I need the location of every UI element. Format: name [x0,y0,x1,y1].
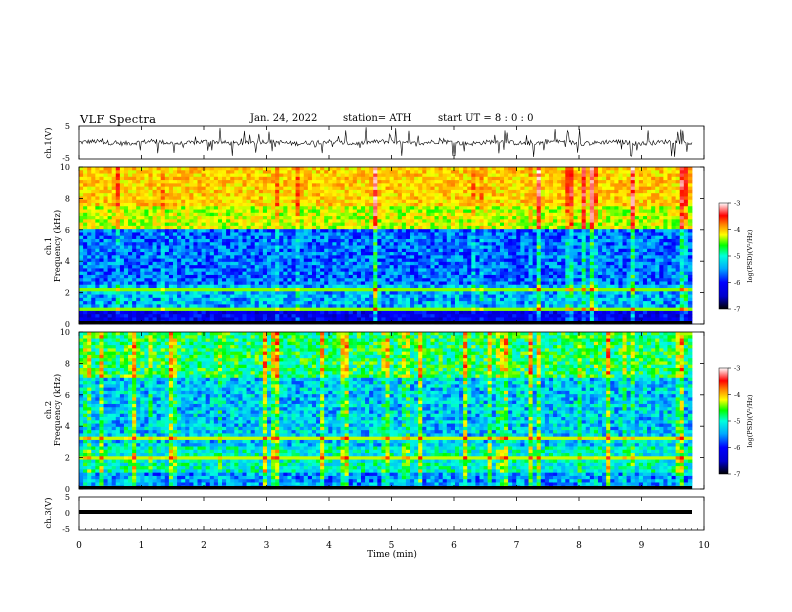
colorbar-tick-label: -4 [734,226,740,234]
ch2-spectrogram-ylabel-1: ch.2 [44,401,54,419]
colorbar-tick-label: -4 [734,391,740,399]
x-tick-label: 10 [698,541,710,551]
colorbar-tick-label: -3 [734,200,740,208]
x-tick-label: 9 [639,541,645,551]
ch1-waveform-panel: 5 -5 ch.1(V) [43,122,705,163]
spectrogram-ytick: 8 [65,194,70,203]
figure-title: VLF Spectra [80,112,157,126]
spectrogram-ytick: 0 [65,485,70,494]
x-axis-ticks: 0 1 2 3 4 5 6 7 8 9 10 [76,126,710,551]
colorbar-tick-label: -6 [734,444,740,452]
colorbar-tick-label: -3 [734,365,740,373]
x-tick-label: 0 [76,541,82,551]
spectrogram-ytick: 6 [65,226,70,235]
ch1-waveform-ylabel: ch.1(V) [43,127,54,158]
spectrogram-ytick: 4 [65,257,70,266]
colorbar-tick-label: -7 [734,471,740,479]
spectrogram-ytick: 6 [65,391,70,400]
ch2-spectrogram-ylabel-2: Frequency (kHz) [52,374,63,446]
ch1-spectrogram-ylabel-2: Frequency (kHz) [52,210,63,282]
x-tick-label: 2 [201,541,207,551]
start-time-label: start UT = 8 : 0 : 0 [438,113,534,124]
ch2-colorbar [718,367,729,475]
ch1-spectrogram-ylabel-1: ch.1 [44,237,54,255]
ch3-ytick-mid: 0 [65,509,70,518]
spectrogram-ytick: 10 [60,328,70,337]
ch1-colorbar-label: log(PSD)(V²/Hz) [746,229,754,282]
spectrogram-ytick: 10 [60,163,70,172]
x-tick-label: 7 [514,541,520,551]
ch3-ytick-bottom: -5 [62,525,70,534]
spectrogram-ytick: 0 [65,320,70,329]
x-tick-label: 5 [389,541,395,551]
colorbar-tick-label: -5 [734,418,740,426]
ch3-waveform-panel: 5 0 -5 ch.3(V) [43,493,705,534]
spectrogram-ytick: 2 [65,454,70,463]
colorbar-tick-label: -5 [734,253,740,261]
colorbar-tick-label: -6 [734,279,740,287]
x-axis-label: Time (min) [367,549,417,560]
ch1-spectrogram-heatmap [79,167,693,325]
x-tick-label: 4 [326,541,332,551]
spectrogram-ytick: 4 [65,422,70,431]
ch3-waveform-ylabel: ch.3(V) [43,497,54,528]
date-label: Jan. 24, 2022 [250,113,318,124]
ch2-colorbar-label: log(PSD)(V²/Hz) [746,394,754,447]
ch1-waveform-line [79,127,693,158]
spectrogram-ytick: 8 [65,359,70,368]
ch2-spectrogram-heatmap [79,332,693,490]
x-tick-label: 8 [576,541,582,551]
x-tick-label: 3 [264,541,270,551]
colorbar-tick-label: -7 [734,306,740,314]
station-label: station= ATH [343,113,412,124]
spectrogram-ytick: 2 [65,289,70,298]
ch3-ytick-top: 5 [65,493,70,502]
ch1-colorbar [718,202,729,310]
ch1-ytick-bottom: -5 [62,154,70,163]
x-tick-label: 6 [451,541,457,551]
x-tick-label: 1 [139,541,145,551]
ch1-waveform-frame [78,125,705,160]
ch1-ytick-top: 5 [65,122,70,131]
